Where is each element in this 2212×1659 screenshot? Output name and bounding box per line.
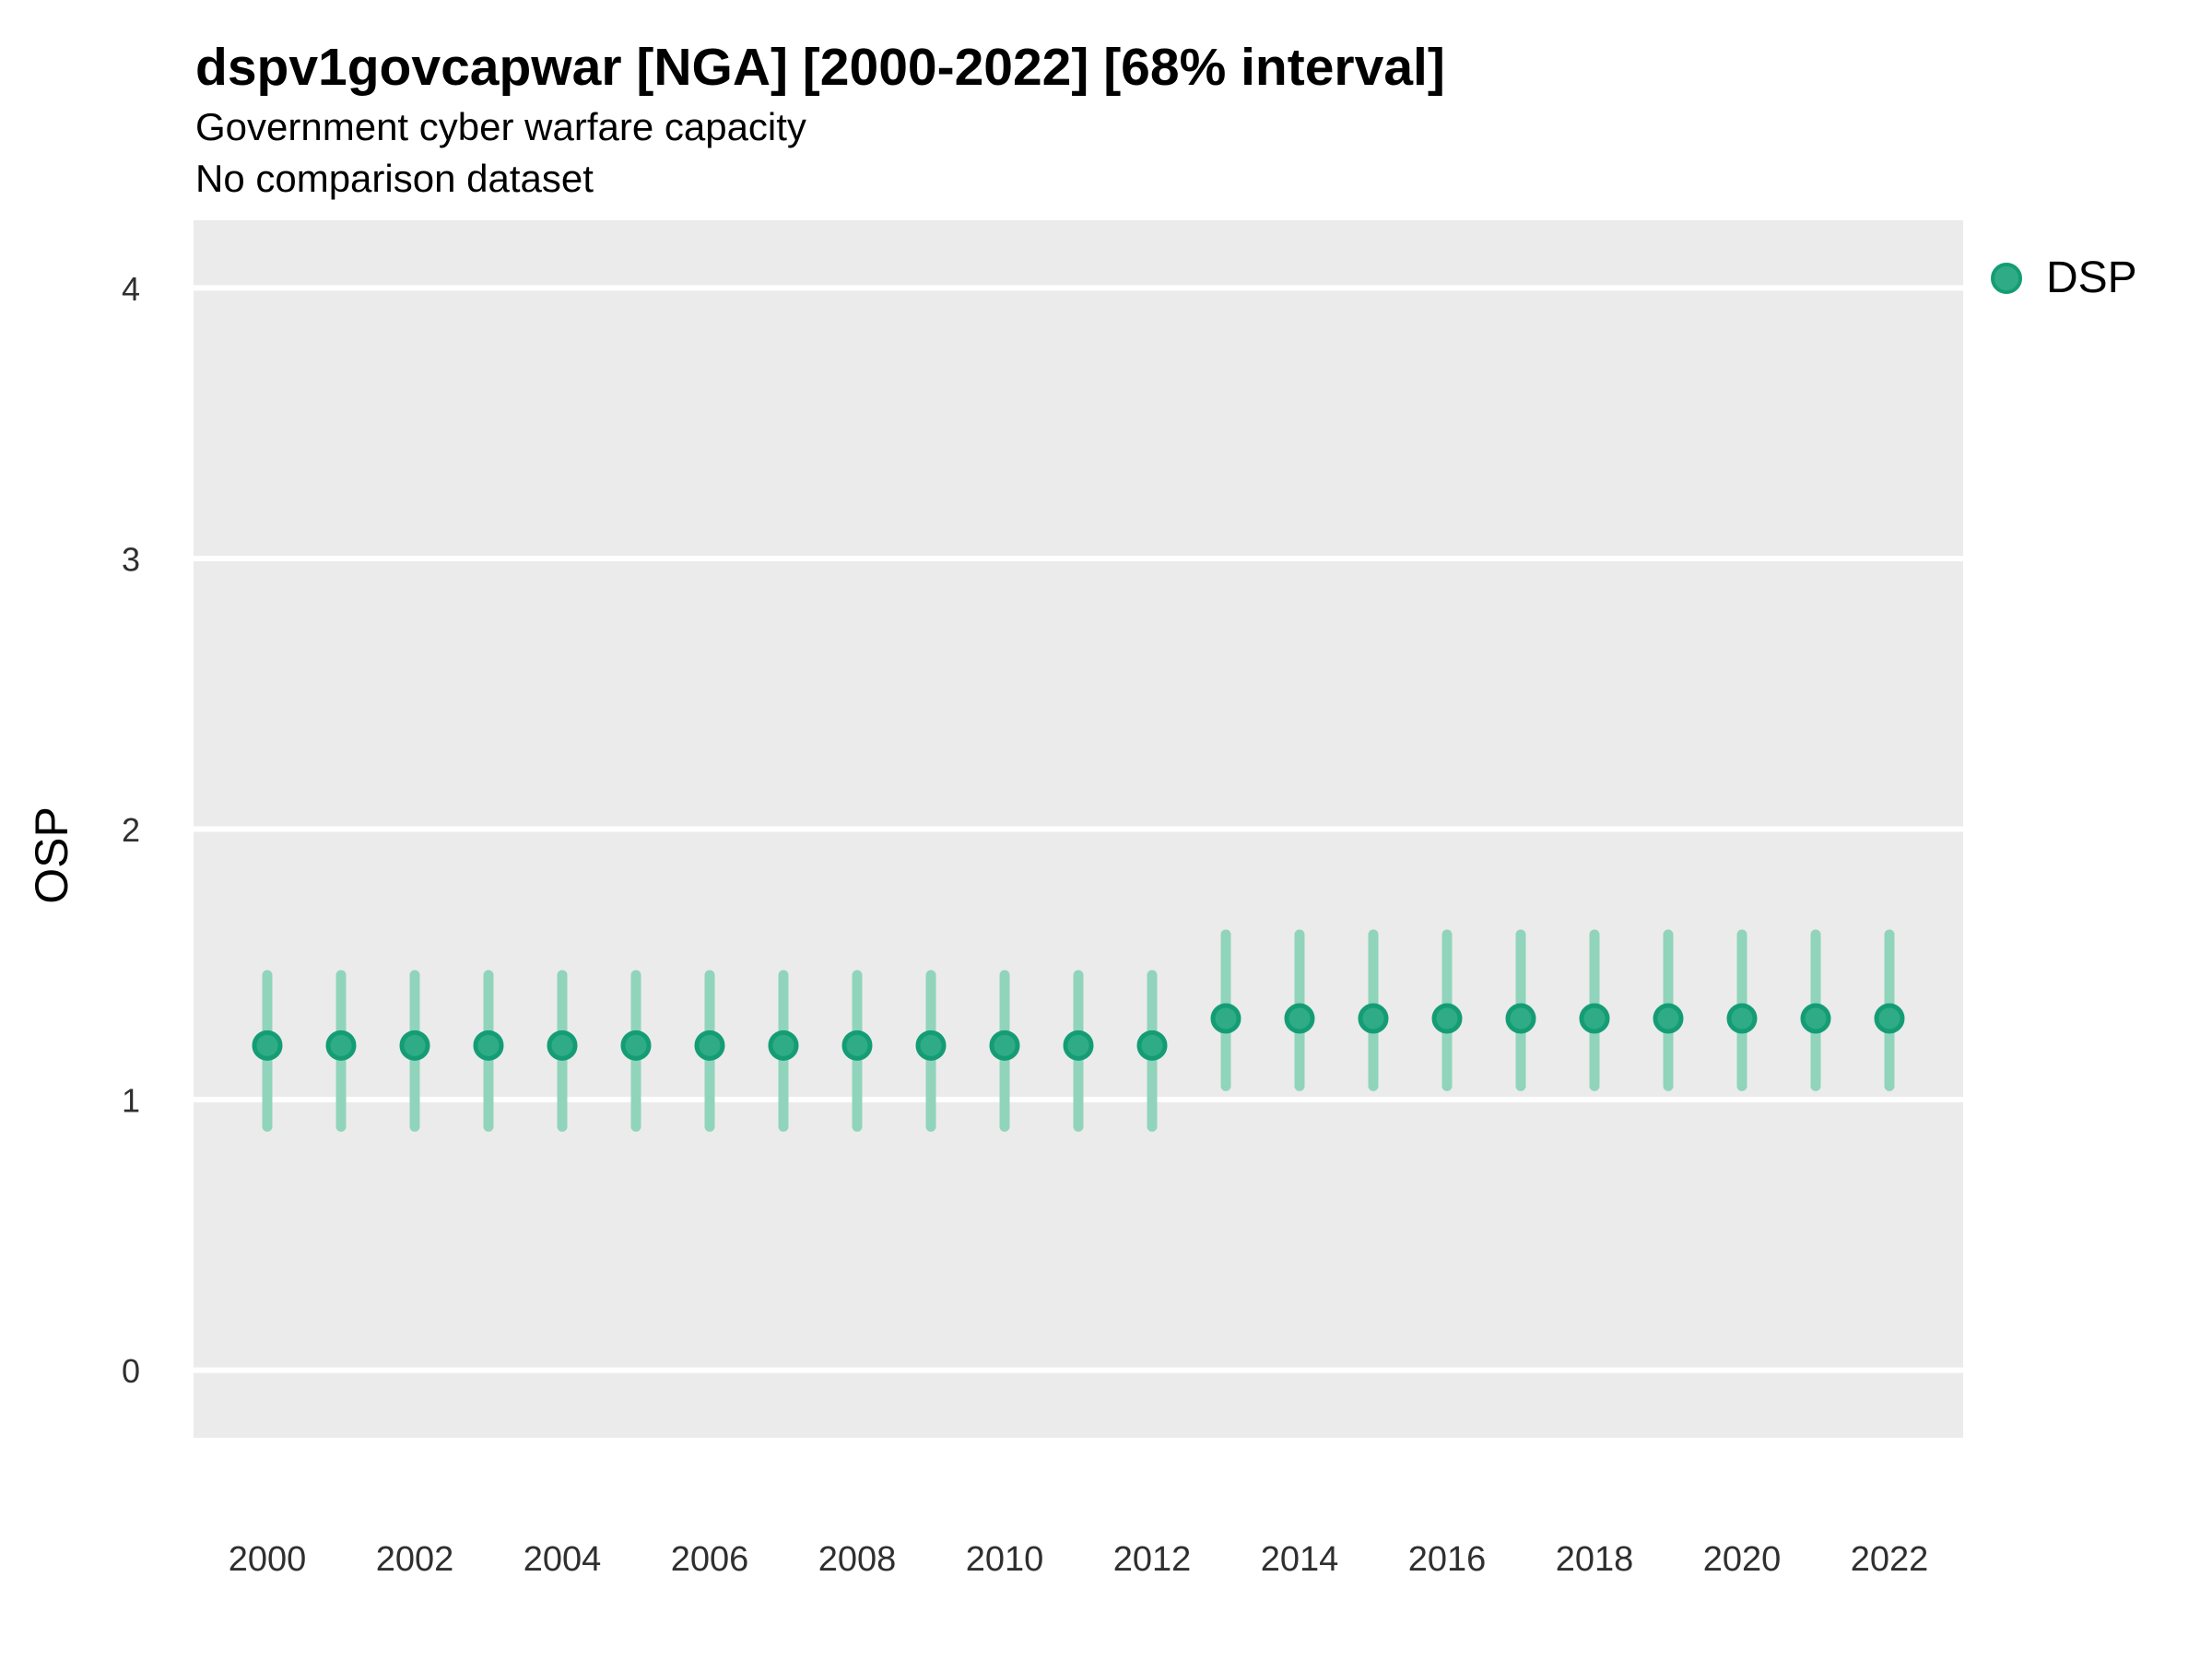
data-point-2016 <box>1431 1003 1463 1034</box>
data-point-2008 <box>841 1030 873 1061</box>
x-tick-label-2012: 2012 <box>1113 1540 1192 1579</box>
x-tick-label-2006: 2006 <box>671 1540 749 1579</box>
data-point-2010 <box>989 1030 1020 1061</box>
data-point-2013 <box>1210 1003 1241 1034</box>
data-point-2018 <box>1579 1003 1610 1034</box>
chart-subtitle: Government cyber warfare capacity <box>195 105 806 148</box>
data-point-2006 <box>694 1030 725 1061</box>
x-tick-label-2018: 2018 <box>1556 1540 1634 1579</box>
y-tick-label-1: 1 <box>122 1082 140 1120</box>
data-point-2003 <box>473 1030 504 1061</box>
x-tick-label-2022: 2022 <box>1851 1540 1929 1579</box>
x-tick-label-2004: 2004 <box>524 1540 602 1579</box>
data-point-2004 <box>547 1030 578 1061</box>
x-tick-label-2008: 2008 <box>818 1540 897 1579</box>
data-point-2009 <box>915 1030 947 1061</box>
data-point-2020 <box>1726 1003 1758 1034</box>
legend-label: DSP <box>2046 253 2137 302</box>
data-point-2021 <box>1800 1003 1831 1034</box>
x-tick-label-2010: 2010 <box>966 1540 1044 1579</box>
data-point-2001 <box>325 1030 357 1061</box>
data-point-2012 <box>1136 1030 1168 1061</box>
chart-comparison-note: No comparison dataset <box>195 157 594 200</box>
data-point-2015 <box>1358 1003 1389 1034</box>
x-tick-label-2000: 2000 <box>229 1540 307 1579</box>
data-point-2007 <box>768 1030 799 1061</box>
y-tick-label-3: 3 <box>122 540 140 578</box>
chart-title: dspv1govcapwar [NGA] [2000-2022] [68% in… <box>195 38 1445 97</box>
legend: DSP <box>1991 253 2137 303</box>
data-point-2017 <box>1505 1003 1536 1034</box>
y-tick-label-2: 2 <box>122 811 140 849</box>
legend-point-icon <box>1991 262 2022 294</box>
data-point-2005 <box>620 1030 652 1061</box>
data-point-2000 <box>252 1030 283 1061</box>
x-tick-label-2002: 2002 <box>376 1540 454 1579</box>
x-tick-label-2020: 2020 <box>1703 1540 1782 1579</box>
y-tick-label-4: 4 <box>122 270 140 308</box>
data-point-2014 <box>1284 1003 1315 1034</box>
data-point-2022 <box>1874 1003 1905 1034</box>
data-point-2011 <box>1063 1030 1094 1061</box>
y-tick-label-0: 0 <box>122 1352 140 1390</box>
data-point-2019 <box>1653 1003 1684 1034</box>
x-tick-label-2016: 2016 <box>1408 1540 1487 1579</box>
data-point-2002 <box>399 1030 430 1061</box>
x-tick-label-2014: 2014 <box>1261 1540 1339 1579</box>
